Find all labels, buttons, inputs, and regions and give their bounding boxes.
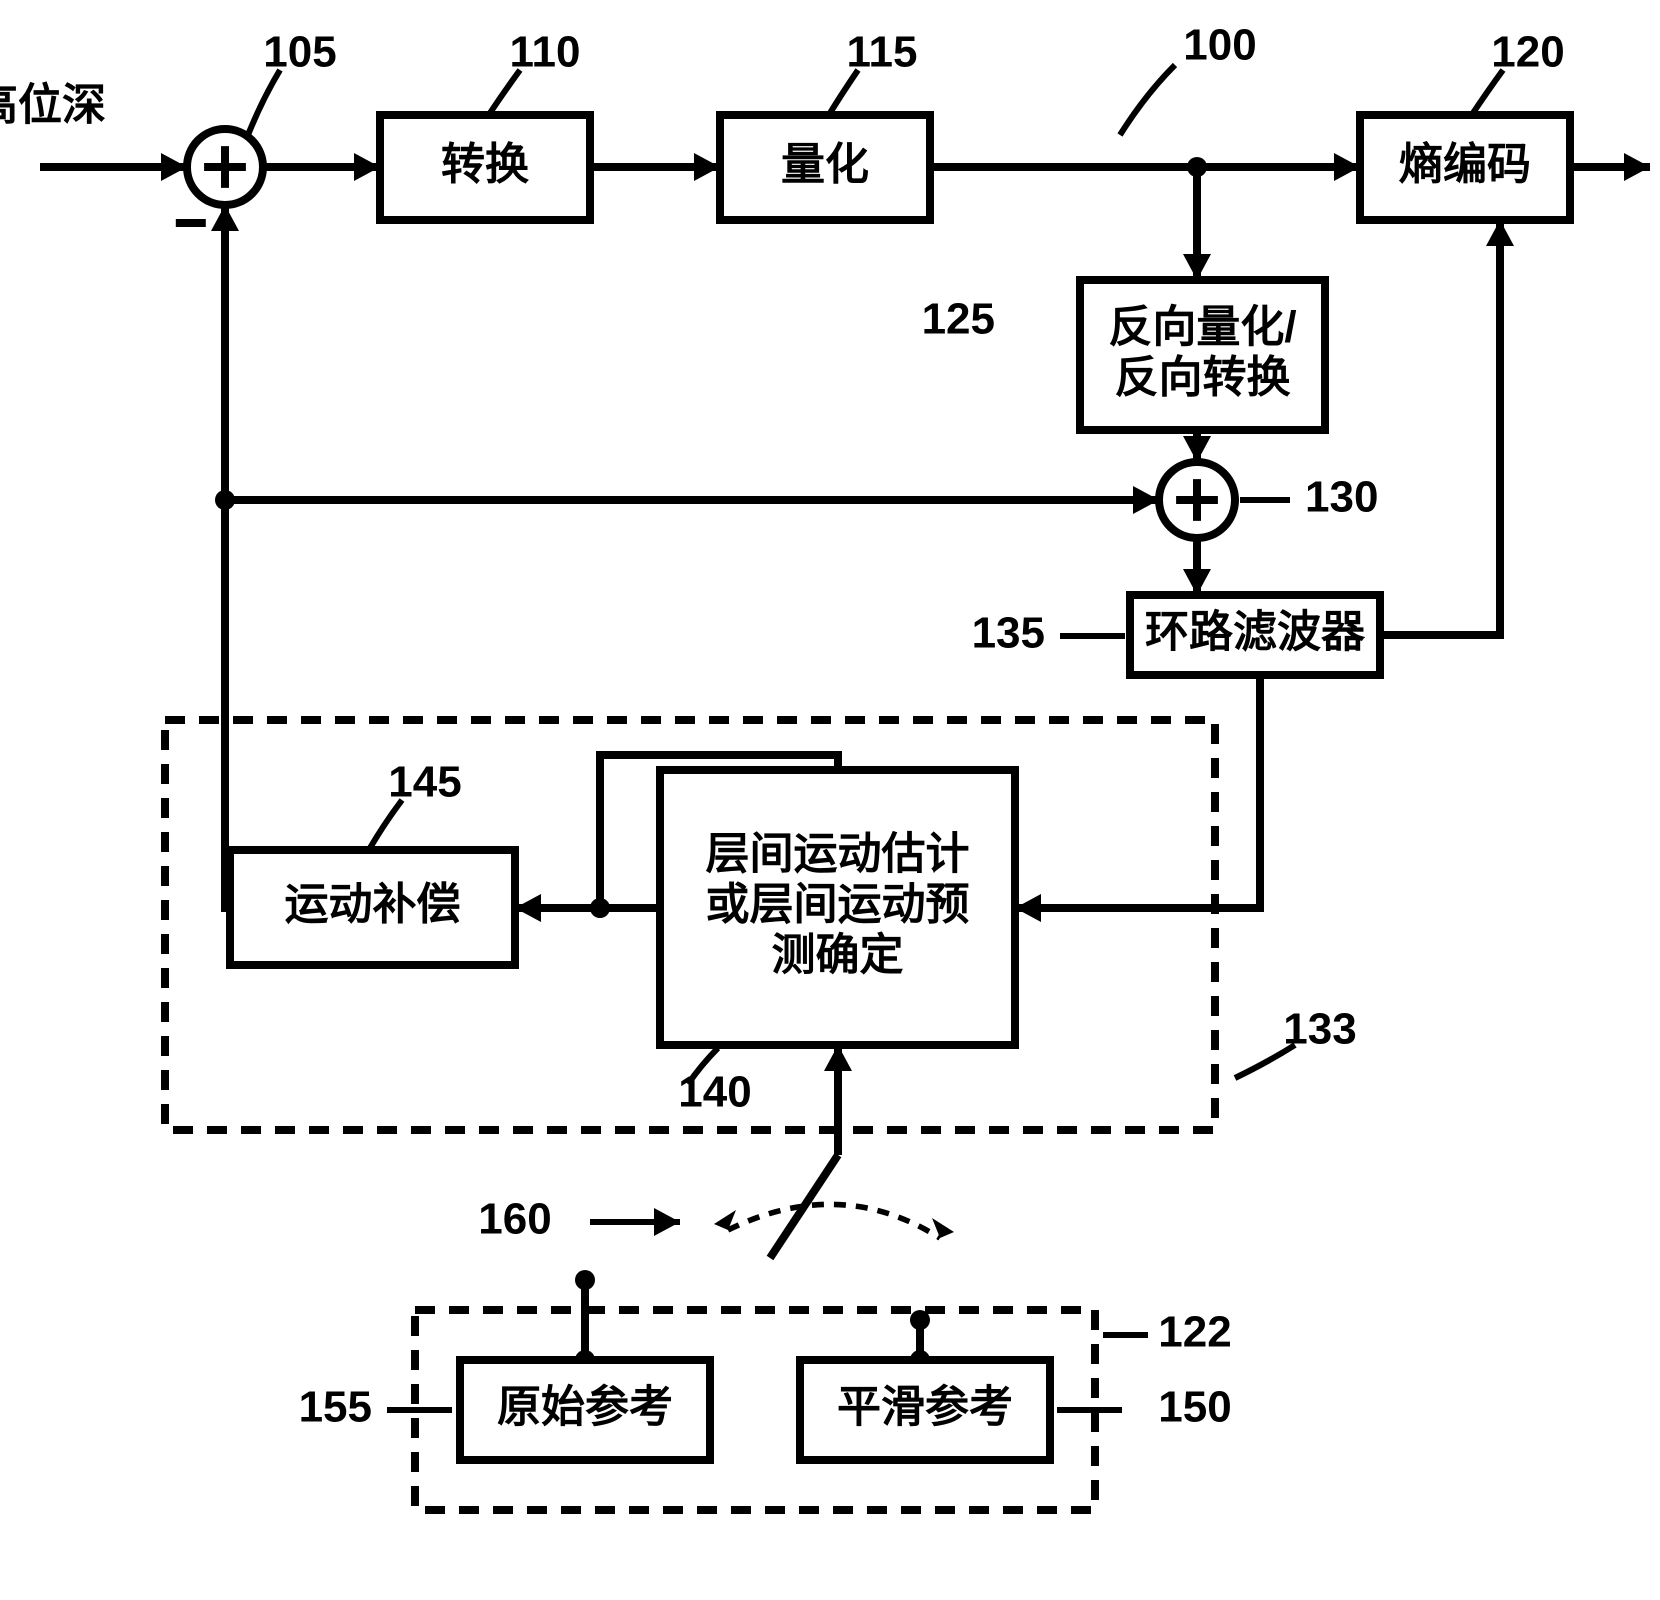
svg-text:层间运动估计: 层间运动估计 (706, 830, 970, 879)
svg-text:高位深: 高位深 (0, 81, 106, 130)
svg-text:测确定: 测确定 (772, 931, 904, 980)
svg-text:150: 150 (1158, 1383, 1231, 1432)
svg-text:量化: 量化 (781, 140, 869, 189)
svg-text:反向量化/: 反向量化/ (1108, 302, 1296, 351)
svg-text:120: 120 (1491, 28, 1564, 77)
svg-text:运动补偿: 运动补偿 (285, 880, 461, 929)
svg-text:平滑参考: 平滑参考 (837, 1383, 1013, 1432)
svg-text:125: 125 (922, 295, 995, 344)
svg-text:140: 140 (678, 1068, 751, 1117)
svg-text:100: 100 (1183, 21, 1256, 70)
svg-text:155: 155 (299, 1383, 372, 1432)
svg-text:或层间运动预: 或层间运动预 (706, 880, 970, 929)
svg-text:130: 130 (1305, 473, 1378, 522)
svg-text:122: 122 (1158, 1308, 1231, 1357)
svg-text:转换: 转换 (441, 140, 529, 189)
svg-text:115: 115 (847, 28, 918, 77)
svg-text:环路滤波器: 环路滤波器 (1145, 608, 1366, 657)
svg-text:原始参考: 原始参考 (497, 1383, 673, 1432)
svg-text:反向转换: 反向转换 (1115, 353, 1291, 402)
svg-text:135: 135 (972, 609, 1045, 658)
svg-text:160: 160 (478, 1195, 551, 1244)
svg-text:110: 110 (510, 28, 581, 77)
svg-text:105: 105 (263, 28, 336, 77)
svg-text:熵编码: 熵编码 (1398, 140, 1531, 189)
